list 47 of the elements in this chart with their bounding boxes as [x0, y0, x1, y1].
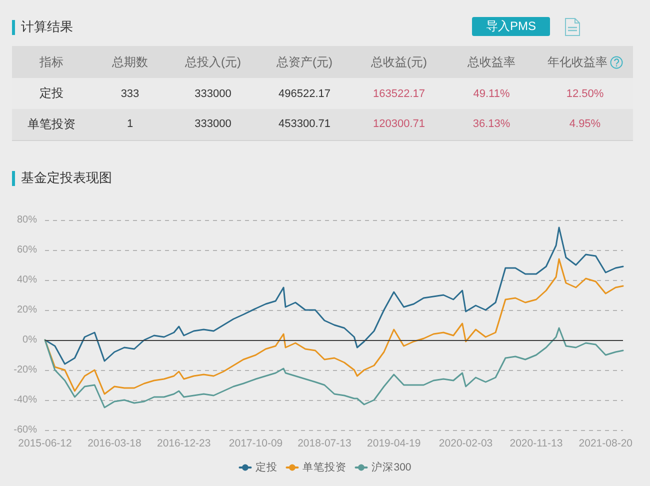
text: 120300.71	[373, 118, 425, 130]
y-tick-label: 20%	[16, 304, 38, 316]
y-tick-label: -20%	[14, 364, 38, 376]
text: 333000	[194, 88, 232, 100]
text: 333000	[194, 118, 232, 130]
text: 36.13%	[472, 118, 510, 130]
x-tick-label: 2019-04-19	[367, 438, 421, 450]
x-tick-label: 2018-07-13	[298, 438, 352, 450]
category-label: 总投入(元)	[185, 54, 241, 68]
x-tick-label: 2021-08-20	[578, 438, 633, 450]
text: 4.95%	[569, 118, 601, 130]
category-label: 单笔投资	[28, 116, 76, 131]
text: 496522.17	[278, 88, 330, 100]
y-tick-label: 80%	[16, 214, 38, 226]
x-tick-label: 2015-06-12	[18, 438, 72, 450]
category-label: 总收益(元)	[371, 54, 427, 68]
x-tick-label: 2020-02-03	[438, 438, 493, 450]
text: 163522.17	[373, 88, 425, 100]
x-tick-label: 2020-11-13	[510, 438, 563, 450]
text: 333	[120, 88, 140, 100]
text: 12.50%	[566, 88, 604, 100]
legend-label: 沪深300	[372, 460, 412, 474]
legend-label: 单笔投资	[302, 460, 347, 474]
line-series	[44, 258, 624, 395]
chart-title: 基金定投表现图	[21, 169, 112, 187]
text: 453300.71	[278, 118, 330, 130]
text: 1	[126, 118, 134, 130]
text: 导入PMS	[472, 17, 550, 36]
y-tick-label: 0%	[22, 334, 38, 346]
y-tick-label: -40%	[14, 394, 38, 406]
y-tick-label: -60%	[14, 424, 38, 436]
x-tick-label: 2016-12-23	[157, 438, 211, 450]
x-tick-label: 2016-03-18	[88, 438, 142, 450]
category-label: 总资产(元)	[276, 54, 332, 68]
y-tick-label: 60%	[16, 244, 38, 256]
x-tick-label: 2017-10-09	[228, 438, 283, 450]
category-label: 定投	[40, 86, 64, 100]
category-label: 年化收益率	[548, 54, 608, 68]
category-label: 总期数	[112, 54, 148, 68]
text: 计算结果	[21, 18, 73, 36]
text: 49.11%	[473, 88, 510, 100]
text: 指标	[40, 54, 64, 68]
line-series	[44, 327, 624, 408]
y-tick-label: 40%	[16, 274, 38, 286]
line-series	[44, 226, 624, 365]
legend-label: 定投	[256, 460, 278, 474]
category-label: 总收益率	[468, 54, 516, 68]
